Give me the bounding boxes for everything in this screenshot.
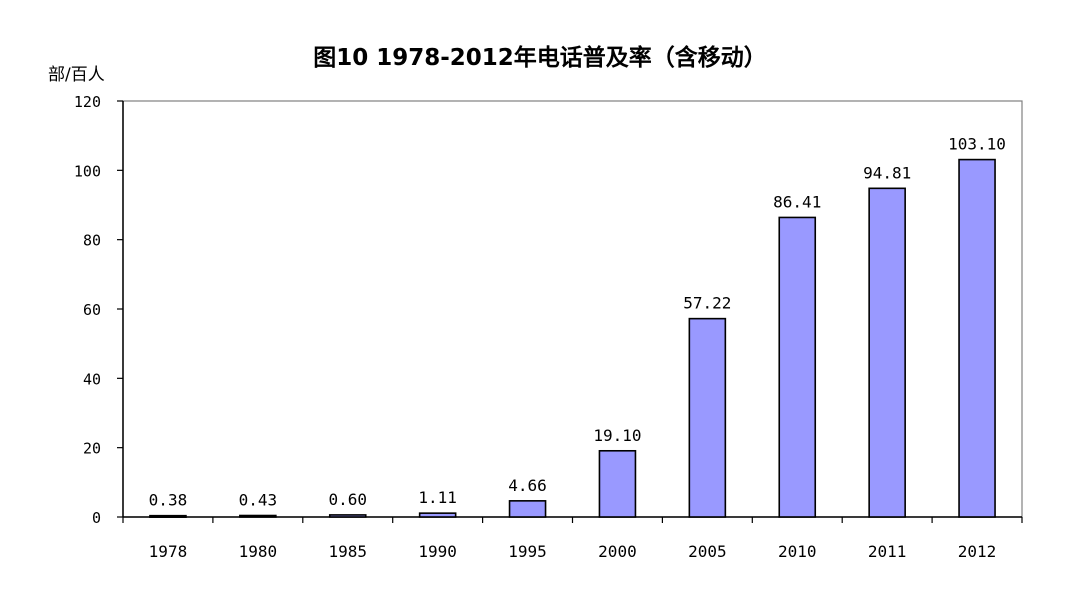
data-label-1978: 0.38 xyxy=(149,491,188,510)
bar-2005 xyxy=(688,317,727,518)
x-tick-label-2012: 2012 xyxy=(958,542,997,561)
y-tick-label: 100 xyxy=(74,162,101,180)
x-tick-label-1985: 1985 xyxy=(328,542,367,561)
y-tick-label: 120 xyxy=(74,93,101,111)
data-label-1990: 1.11 xyxy=(418,488,457,507)
x-tick-label-2011: 2011 xyxy=(868,542,907,561)
x-tick-label-2005: 2005 xyxy=(688,542,727,561)
x-tick-label-1995: 1995 xyxy=(508,542,547,561)
x-tick-label-2010: 2010 xyxy=(778,542,817,561)
data-label-1995: 4.66 xyxy=(508,476,547,495)
x-tick-label-1990: 1990 xyxy=(418,542,457,561)
data-label-1985: 0.60 xyxy=(328,490,367,509)
y-tick-label: 60 xyxy=(83,301,101,319)
bar-1980 xyxy=(239,514,277,518)
data-label-1980: 0.43 xyxy=(239,491,278,510)
bar-2000 xyxy=(598,449,637,518)
data-label-2010: 86.41 xyxy=(773,192,821,211)
data-label-2000: 19.10 xyxy=(593,426,641,445)
data-label-2011: 94.81 xyxy=(863,163,911,182)
data-label-2005: 57.22 xyxy=(683,294,731,313)
y-tick-label: 20 xyxy=(83,440,101,458)
y-axis-unit-label: 部/百人 xyxy=(48,65,105,85)
x-tick-label-1978: 1978 xyxy=(149,542,188,561)
bar-1995 xyxy=(508,500,547,518)
bar-2010 xyxy=(778,216,817,518)
y-tick-label: 0 xyxy=(92,509,101,527)
bar-2011 xyxy=(868,187,906,518)
data-label-2012: 103.10 xyxy=(948,135,1006,154)
x-tick-label-1980: 1980 xyxy=(239,542,278,561)
bar-1990 xyxy=(418,512,457,518)
bar-1978 xyxy=(149,514,187,518)
x-tick-label-2000: 2000 xyxy=(598,542,637,561)
y-tick-label: 80 xyxy=(83,232,101,250)
chart-title: 图10 1978-2012年电话普及率（含移动） xyxy=(313,45,767,71)
y-tick-label: 40 xyxy=(83,370,101,388)
bar-1985 xyxy=(328,514,367,518)
bar-2012 xyxy=(958,158,996,518)
